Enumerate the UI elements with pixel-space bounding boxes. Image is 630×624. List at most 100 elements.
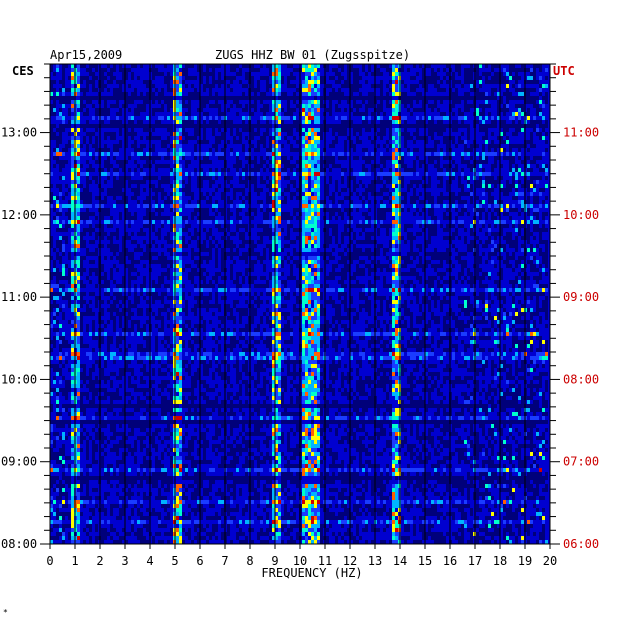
heatmap-cell [515,276,518,280]
heatmap-cell [356,208,359,212]
heatmap-cell [266,284,269,288]
heatmap-cell [275,92,278,96]
heatmap-cell [200,168,203,172]
heatmap-cell [50,64,53,68]
heatmap-cell [131,136,134,140]
heatmap-cell [440,168,443,172]
heatmap-cell [113,132,116,136]
heatmap-cell [500,268,503,272]
heatmap-cell [338,156,341,160]
heatmap-cell [431,288,434,292]
heatmap-cell [320,100,323,104]
heatmap-cell [455,120,458,124]
heatmap-cell [344,84,347,88]
heatmap-cell [308,168,311,172]
heatmap-cell [119,160,122,164]
heatmap-cell [401,200,404,204]
heatmap-cell [80,124,83,128]
heatmap-cell [266,108,269,112]
heatmap-cell [350,120,353,124]
heatmap-cell [317,272,320,276]
heatmap-cell [380,104,383,108]
heatmap-cell [425,152,428,156]
heatmap-cell [128,184,131,188]
heatmap-cell [176,144,179,148]
heatmap-cell [206,236,209,240]
heatmap-cell [512,268,515,272]
heatmap-cell [365,220,368,224]
heatmap-cell [500,152,503,156]
heatmap-cell [536,80,539,84]
heatmap-cell [101,116,104,120]
heatmap-cell [389,224,392,228]
heatmap-cell [545,220,548,224]
heatmap-cell [431,124,434,128]
heatmap-cell [146,212,149,216]
heatmap-cell [137,200,140,204]
heatmap-cell [350,208,353,212]
heatmap-cell [446,288,449,292]
heatmap-cell [305,248,308,252]
heatmap-cell [251,208,254,212]
heatmap-cell [59,236,62,240]
heatmap-cell [347,264,350,268]
heatmap-cell [314,212,317,216]
heatmap-cell [392,260,395,264]
heatmap-cell [290,84,293,88]
heatmap-cell [218,284,221,288]
heatmap-cell [302,104,305,108]
heatmap-cell [167,140,170,144]
heatmap-cell [305,88,308,92]
heatmap-cell [221,276,224,280]
heatmap-cell [356,80,359,84]
heatmap-cell [485,76,488,80]
heatmap-cell [491,120,494,124]
heatmap-cell [83,188,86,192]
heatmap-cell [425,148,428,152]
heatmap-cell [68,268,71,272]
heatmap-cell [362,272,365,276]
heatmap-cell [476,264,479,268]
heatmap-cell [275,224,278,228]
heatmap-cell [86,124,89,128]
heatmap-cell [488,148,491,152]
heatmap-cell [536,280,539,284]
heatmap-cell [515,196,518,200]
heatmap-cell [284,212,287,216]
heatmap-cell [542,124,545,128]
heatmap-cell [227,168,230,172]
heatmap-cell [200,180,203,184]
heatmap-cell [287,112,290,116]
heatmap-cell [530,88,533,92]
heatmap-cell [428,192,431,196]
heatmap-cell [167,200,170,204]
heatmap-cell [419,260,422,264]
heatmap-cell [347,76,350,80]
heatmap-cell [269,248,272,252]
heatmap-cell [230,128,233,132]
heatmap-cell [542,116,545,120]
heatmap-cell [356,248,359,252]
heatmap-cell [191,172,194,176]
heatmap-cell [341,132,344,136]
heatmap-cell [428,64,431,68]
heatmap-cell [182,120,185,124]
heatmap-cell [317,120,320,124]
heatmap-cell [545,228,548,232]
heatmap-cell [338,80,341,84]
heatmap-cell [209,148,212,152]
heatmap-cell [125,140,128,144]
heatmap-cell [260,256,263,260]
heatmap-cell [71,152,74,156]
heatmap-cell [236,248,239,252]
heatmap-cell [470,68,473,72]
heatmap-cell [497,64,500,68]
heatmap-cell [329,92,332,96]
heatmap-cell [353,148,356,152]
heatmap-cell [350,276,353,280]
heatmap-cell [155,200,158,204]
heatmap-cell [140,248,143,252]
heatmap-cell [419,220,422,224]
heatmap-cell [260,100,263,104]
heatmap-cell [437,96,440,100]
